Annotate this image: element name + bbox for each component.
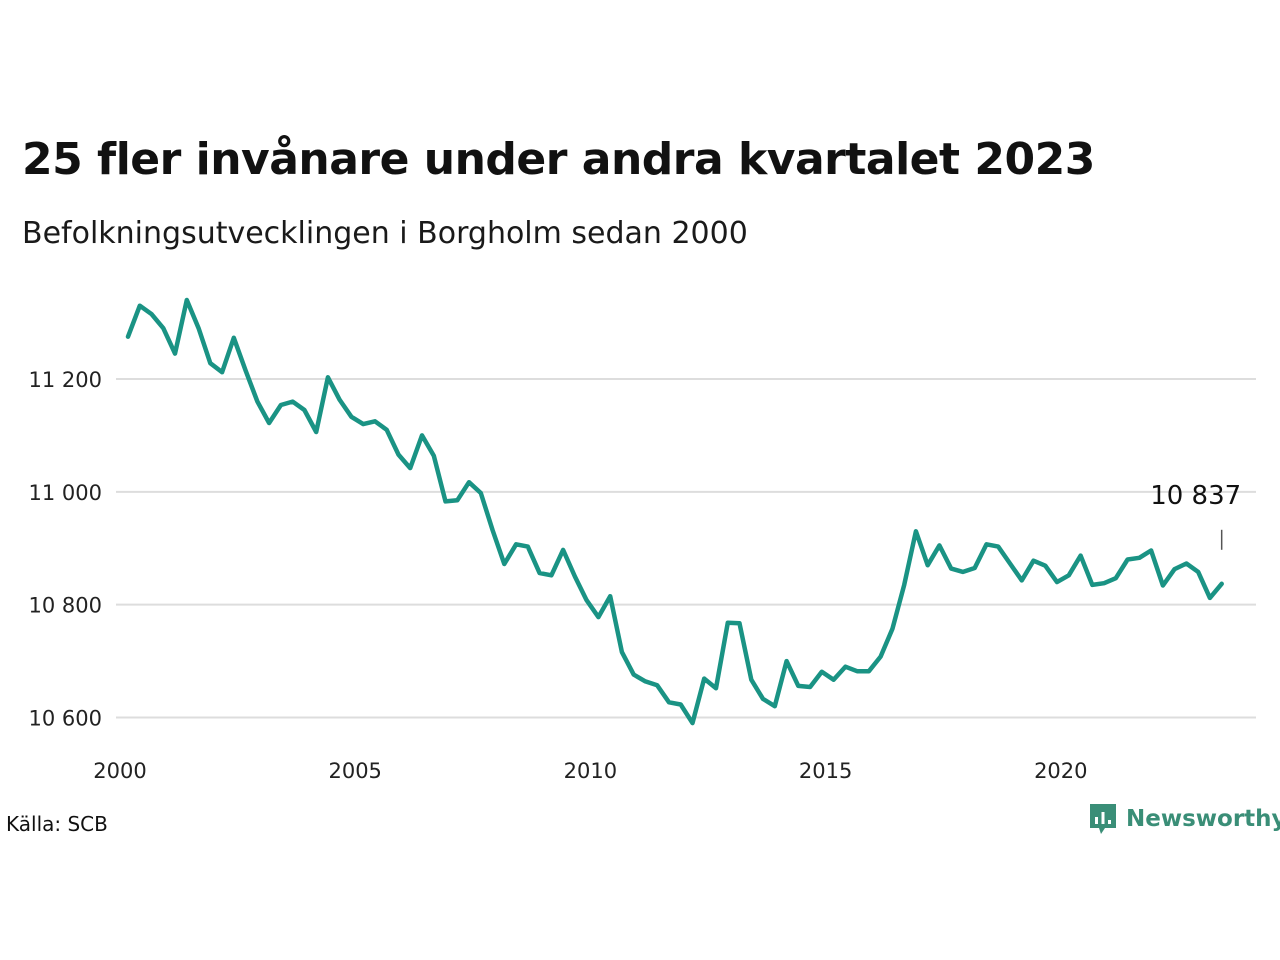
brand-logo[interactable]: Newsworthy <box>1088 802 1280 836</box>
x-tick-label: 2005 <box>328 759 381 783</box>
newsworthy-logo-icon <box>1090 804 1116 834</box>
y-tick-label: 10 600 <box>29 707 102 731</box>
series-line <box>125 297 1224 726</box>
x-tick-label: 2020 <box>1034 759 1087 783</box>
y-tick-label: 11 200 <box>29 368 102 392</box>
y-tick-label: 10 800 <box>29 594 102 618</box>
annotation-label: 10 837 <box>1150 481 1241 511</box>
chart-title: 25 fler invånare under andra kvartalet 2… <box>22 134 1095 185</box>
series-line-group <box>125 297 1224 726</box>
y-tick-label: 11 000 <box>29 481 102 505</box>
chart-subtitle: Befolkningsutvecklingen i Borgholm sedan… <box>22 216 748 251</box>
y-axis-tick-labels: 10 600 10 800 11 000 11 200 <box>29 368 102 731</box>
gridlines <box>116 378 1256 719</box>
source-label: Källa: SCB <box>6 812 108 836</box>
x-axis-tick-labels: 2000 2005 2010 2015 2020 <box>93 759 1087 783</box>
x-tick-label: 2010 <box>564 759 617 783</box>
brand-name: Newsworthy <box>1126 806 1280 832</box>
annotation-group: 10 837 <box>1150 481 1241 550</box>
x-tick-label: 2015 <box>799 759 852 783</box>
x-tick-label: 2000 <box>93 759 146 783</box>
